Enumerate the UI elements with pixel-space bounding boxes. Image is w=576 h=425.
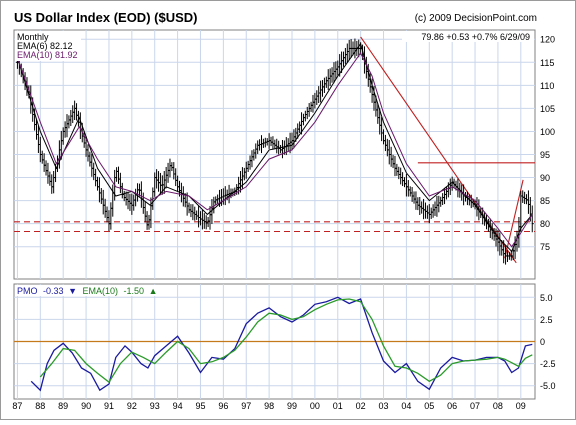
x-tick-label: 09: [516, 401, 526, 411]
x-tick-label: 01: [333, 401, 343, 411]
quote-text: 79.86 +0.53 +0.7% 6/29/09: [421, 32, 530, 42]
pmo-legend-label: PMO: [17, 286, 38, 296]
quote-bg: [402, 31, 534, 42]
pmo-grid: [14, 284, 535, 399]
price-y-axis: 75 80 85 90 95 100 105 110 115 120: [540, 35, 555, 253]
x-tick-label: 96: [218, 401, 228, 411]
x-tick-label: 87: [12, 401, 22, 411]
chart-title: US Dollar Index (EOD) ($USD): [14, 10, 197, 25]
y-tick-label: 75: [540, 242, 550, 252]
pmo-panel: 5.0 2.5 0 -2.5 -5.0 PMO -0.33 ▼ EMA(10) -1.5…: [13, 283, 556, 400]
y-tick-label: 105: [540, 104, 555, 114]
y-tick-label: 80: [540, 219, 550, 229]
trendline: [504, 179, 524, 259]
x-tick-label: 95: [195, 401, 205, 411]
x-tick-label: 05: [424, 401, 434, 411]
pmo-y-tick-label: -2.5: [540, 359, 556, 369]
pmo-ema-label: EMA(10): [83, 286, 119, 296]
x-tick-label: 07: [470, 401, 480, 411]
period-label: Monthly: [17, 32, 49, 42]
pmo-down-arrow-icon: ▼: [68, 286, 77, 296]
pmo-y-axis: 5.0 2.5 0 -2.5 -5.0: [540, 293, 556, 391]
x-tick-label: 04: [401, 401, 411, 411]
price-legend-bg: [15, 31, 81, 61]
pmo-y-tick-label: 5.0: [540, 293, 553, 303]
x-tick-label: 99: [287, 401, 297, 411]
price-ema-lines: [16, 42, 533, 253]
x-tick-label: 97: [241, 401, 251, 411]
x-tick-label: 02: [356, 401, 366, 411]
x-tick-label: 00: [310, 401, 320, 411]
y-tick-label: 120: [540, 35, 555, 45]
pmo-line: [30, 296, 533, 392]
y-tick-label: 100: [540, 127, 555, 137]
x-tick-label: 08: [493, 401, 503, 411]
pmo-y-tick-label: 2.5: [540, 315, 553, 325]
x-tick-label: 88: [35, 401, 45, 411]
x-tick-label: 93: [150, 401, 160, 411]
x-tick-label: 98: [264, 401, 274, 411]
pmo-legend-bg: [15, 285, 163, 296]
pmo-lines: [30, 296, 533, 392]
ema10-line: [16, 52, 533, 248]
y-tick-label: 85: [540, 196, 550, 206]
x-axis: 87 88 89 90 91 92 93 94 95 96 97 98 99 00 01 02 03 04 05 06…: [12, 401, 525, 411]
x-tick-label: 89: [58, 401, 68, 411]
x-tick-label: 94: [173, 401, 183, 411]
pmo-legend-value: -0.33: [43, 286, 64, 296]
y-tick-label: 95: [540, 150, 550, 160]
copyright-text: (c) 2009 DecisionPoint.com: [415, 13, 537, 24]
x-tick-label: 90: [81, 401, 91, 411]
y-tick-label: 90: [540, 173, 550, 183]
pmo-y-tick-label: -5.0: [540, 381, 556, 391]
pmo-y-tick-label: 0: [540, 337, 545, 347]
y-tick-label: 110: [540, 81, 554, 91]
pmo-ema-line: [39, 298, 533, 384]
pmo-up-arrow-icon: ▲: [149, 286, 158, 296]
x-tick-label: 92: [127, 401, 137, 411]
price-bar: [530, 205, 534, 233]
pmo-ema-value: -1.50: [124, 286, 145, 296]
price-reference-lines: [14, 36, 535, 264]
x-tick-label: 91: [104, 401, 114, 411]
y-tick-label: 115: [540, 58, 554, 68]
price-panel: 75 80 85 90 95 100 105 110 115 120 Monthly EMA(6)…: [13, 29, 555, 280]
legend-ema6: EMA(6) 82.12: [17, 41, 73, 51]
legend-ema10: EMA(10) 81.92: [17, 50, 78, 60]
x-tick-label: 03: [379, 401, 389, 411]
x-tick-label: 06: [447, 401, 457, 411]
pmo-legend: PMO -0.33 ▼ EMA(10) -1.50 ▲: [17, 286, 157, 296]
